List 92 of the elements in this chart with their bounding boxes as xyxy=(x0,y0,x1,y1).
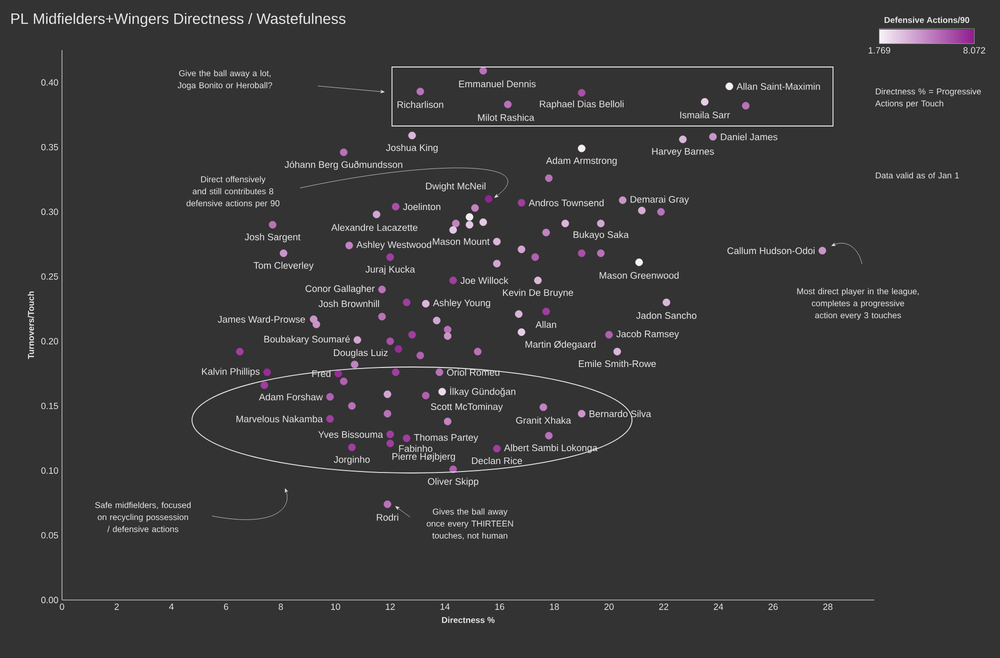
annotation: Jorginho xyxy=(334,456,370,465)
annotation: Josh Sargent xyxy=(244,233,301,242)
annotation: Fred xyxy=(312,370,330,378)
annotation: Dwight McNeil xyxy=(426,182,486,192)
y-tick-label: 0.40 xyxy=(41,79,58,86)
x-tick-label: 14 xyxy=(440,604,450,610)
x-tick-label: 8 xyxy=(278,604,283,610)
annotation: Pierre Højbjerg xyxy=(392,452,455,462)
color-bar-title: Defensive Actions/90 xyxy=(884,16,970,24)
annotation: Callum Hudson-Odoi xyxy=(727,247,814,254)
annotation: Mason Mount xyxy=(432,238,490,245)
annotation: Albert Sambi Lokonga xyxy=(504,444,598,454)
color-bar-label: 1.769 xyxy=(868,47,890,54)
annotation: Oriol Romeu xyxy=(447,368,500,376)
text: Data valid as of Jan 1 xyxy=(876,172,959,178)
annotation: Bukayo Saka xyxy=(574,231,629,240)
annotation: Allan xyxy=(536,320,556,328)
x-tick-label: 22 xyxy=(659,604,668,610)
x-tick-label: 26 xyxy=(768,604,778,610)
x-tick-label: 12 xyxy=(386,604,395,610)
x-tick-label: 28 xyxy=(823,604,832,610)
annotation: Milot Rashica xyxy=(478,114,534,121)
annotation: Mason Greenwood xyxy=(600,272,679,279)
annotation: Douglas Luiz xyxy=(334,349,388,358)
x-tick-label: 16 xyxy=(495,604,504,610)
annotation: Thomas Partey xyxy=(414,434,478,443)
annotation: Martin Ødegaard xyxy=(526,340,596,350)
annotation: Ismaila Sarr xyxy=(680,111,730,118)
annotation: Safe midfielders, focused on recycling possession / defensive actions xyxy=(95,502,191,532)
y-tick-label: 0.25 xyxy=(41,273,58,280)
annotation: Alexandre Lacazette xyxy=(331,224,418,231)
y-tick-label: 0.15 xyxy=(41,402,58,410)
x-tick-label: 0 xyxy=(60,604,64,610)
text: Directness % = Progressive Actions per Touch xyxy=(875,88,981,108)
annotation: Kalvin Phillips xyxy=(202,368,260,377)
y-tick-label: 0.30 xyxy=(41,208,58,216)
x-tick-label: 24 xyxy=(714,604,724,610)
annotation: Direct offensively and still contributes 8 defensive actions per 90 xyxy=(186,176,280,208)
x-tick-label: 10 xyxy=(331,604,340,610)
annotation: Fabinho xyxy=(399,444,432,452)
annotation: Jóhann Berg Guðmundsson xyxy=(284,160,402,170)
chart-title: PL Midfielders+Wingers Directness / Wastefulness xyxy=(11,13,346,27)
annotation: Emile Smith-Rowe xyxy=(578,360,656,368)
annotation: Daniel James xyxy=(720,133,778,140)
annotation: Jacob Ramsey xyxy=(616,330,680,340)
annotation: Rodri xyxy=(376,514,398,521)
x-tick-label: 6 xyxy=(224,604,228,610)
color-bar-label: 8.072 xyxy=(963,47,986,54)
annotation: Richarlison xyxy=(398,101,444,108)
annotation: Give the ball away a lot, Joga Bonito or Heroball? xyxy=(178,70,272,90)
y-tick-label: 0.20 xyxy=(41,338,58,344)
annotation: Adam Armstrong xyxy=(546,157,617,166)
annotation: Bernardo Silva xyxy=(590,410,652,418)
annotation: Ashley Westwood xyxy=(356,241,432,250)
annotation: Granit Xhaka xyxy=(516,416,572,424)
x-tick-label: 20 xyxy=(604,604,614,610)
annotation: Demarai Gray xyxy=(630,196,689,205)
annotation: Andros Townsend xyxy=(528,199,604,206)
annotation: Joe Willock xyxy=(460,276,508,284)
x-axis-title: Directness % xyxy=(442,616,495,624)
annotation: Kevin De Bruyne xyxy=(503,288,574,298)
y-tick-label: 0.05 xyxy=(41,532,58,538)
annotation: Boubakary Soumaré xyxy=(264,335,350,344)
y-tick-label: 0.35 xyxy=(41,144,58,150)
annotation: Yves Bissouma xyxy=(318,430,383,438)
annotation: Juraj Kucka xyxy=(366,266,416,275)
y-tick-label: 0.10 xyxy=(41,467,58,474)
annotation: Raphael Dias Belloli xyxy=(540,100,624,110)
annotation: Joelinton xyxy=(403,203,440,210)
annotation: Jadon Sancho xyxy=(636,312,696,319)
annotation: Gives the ball away once every THIRTEEN touches, not human xyxy=(426,508,513,540)
annotation: Scott McTominay xyxy=(430,403,503,412)
x-tick-label: 4 xyxy=(169,604,174,610)
annotation: James Ward-Prowse xyxy=(218,316,305,323)
annotation: Most direct player in the league, completes a progressive action every 3 touches xyxy=(797,288,919,320)
x-tick-label: 2 xyxy=(114,604,119,610)
x-tick-label: 18 xyxy=(550,604,559,610)
y-tick-label: 0.00 xyxy=(41,596,58,604)
annotation: Oliver Skipp xyxy=(428,478,478,487)
annotation: Adam Forshaw xyxy=(258,393,323,400)
annotation: Harvey Barnes xyxy=(652,148,714,157)
annotation: Declan Rice xyxy=(472,457,522,464)
annotation: Conor Gallagher xyxy=(306,285,375,294)
annotation: Allan Saint-Maximin xyxy=(736,82,820,90)
y-axis-title: Turnovers/Touch xyxy=(28,291,34,360)
annotation: Emmanuel Dennis xyxy=(459,80,536,88)
annotation: İlkay Gündoğan xyxy=(450,386,516,397)
annotation: Marvelous Nakamba xyxy=(236,415,323,422)
annotation: Joshua King xyxy=(386,144,438,153)
annotation: Ashley Young xyxy=(432,299,490,308)
annotation: Tom Cleverley xyxy=(254,262,314,271)
annotation: Josh Brownhill xyxy=(318,300,379,308)
